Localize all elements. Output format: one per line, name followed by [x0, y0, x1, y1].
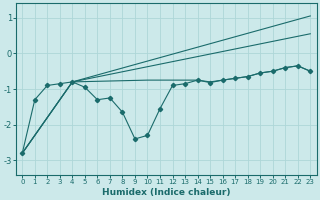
- X-axis label: Humidex (Indice chaleur): Humidex (Indice chaleur): [102, 188, 230, 197]
